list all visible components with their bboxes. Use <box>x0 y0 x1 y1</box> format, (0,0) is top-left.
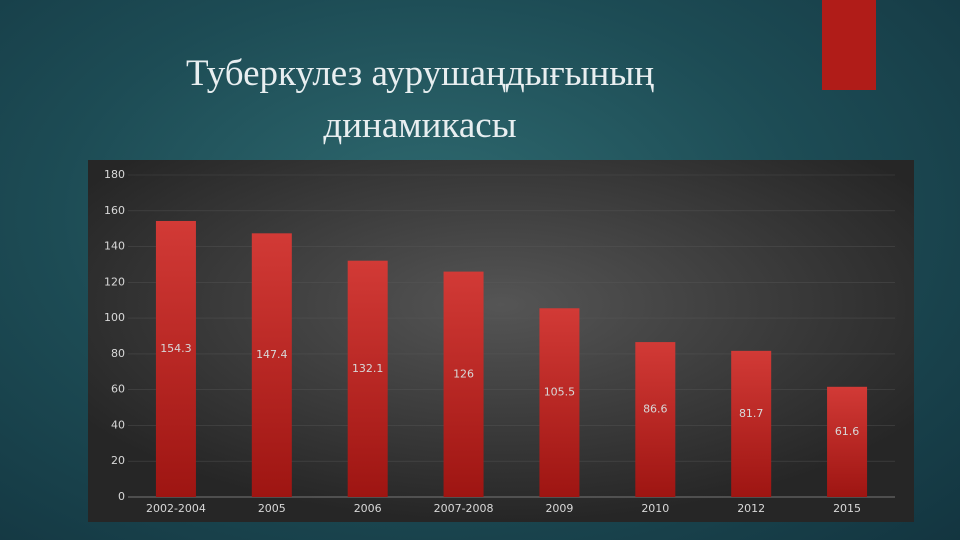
y-tick-label: 180 <box>104 168 125 181</box>
data-label: 126 <box>453 367 474 380</box>
y-tick-label: 20 <box>111 454 125 467</box>
plot-background <box>88 160 914 522</box>
accent-bar <box>822 0 876 90</box>
data-label: 132.1 <box>352 362 384 375</box>
x-tick-label: 2007-2008 <box>434 502 494 515</box>
x-tick-label: 2006 <box>354 502 382 515</box>
x-tick-label: 2005 <box>258 502 286 515</box>
y-tick-label: 160 <box>104 204 125 217</box>
bar <box>827 386 868 497</box>
y-tick-label: 80 <box>111 347 125 360</box>
bar <box>347 260 388 497</box>
y-tick-label: 0 <box>118 490 125 503</box>
chart-title: Туберкулез аурушаңдығының динамикасы <box>185 53 654 146</box>
bar <box>539 308 580 497</box>
data-label: 105.5 <box>544 386 576 399</box>
y-tick-label: 140 <box>104 240 125 253</box>
y-tick-label: 100 <box>104 311 125 324</box>
bar <box>155 220 196 498</box>
bar <box>443 271 484 497</box>
bar <box>251 233 292 497</box>
y-tick-label: 120 <box>104 275 125 288</box>
data-label: 147.4 <box>256 348 288 361</box>
y-tick-label: 40 <box>111 418 125 431</box>
x-tick-label: 2002-2004 <box>146 502 206 515</box>
x-tick-label: 2012 <box>737 502 765 515</box>
data-label: 61.6 <box>835 425 860 438</box>
x-tick-label: 2010 <box>641 502 669 515</box>
data-label: 154.3 <box>160 342 192 355</box>
bar <box>635 342 676 497</box>
data-label: 81.7 <box>739 407 764 420</box>
bar <box>731 350 772 497</box>
data-label: 86.6 <box>643 403 668 416</box>
x-tick-label: 2015 <box>833 502 861 515</box>
y-tick-label: 60 <box>111 383 125 396</box>
x-tick-label: 2009 <box>545 502 573 515</box>
